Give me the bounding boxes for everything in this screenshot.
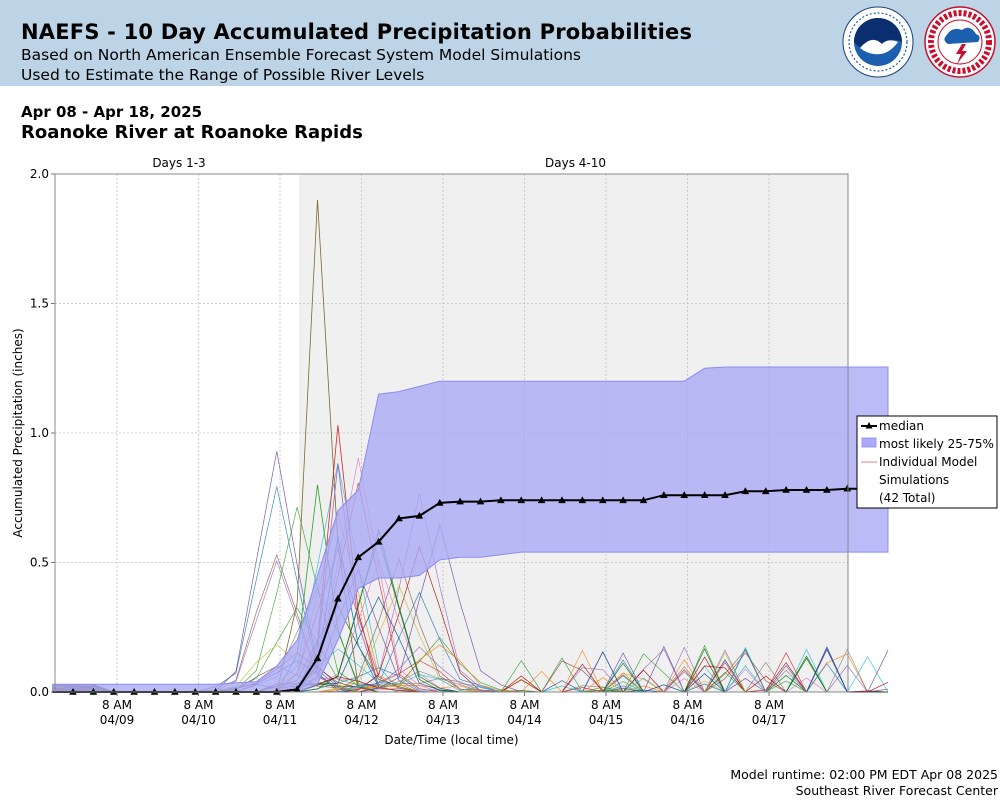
median-point bbox=[639, 496, 648, 504]
page-subtitle: Based on North American Ensemble Forecas… bbox=[21, 46, 581, 64]
median-point bbox=[537, 496, 546, 504]
median-point bbox=[476, 497, 485, 505]
x-tick-label-date: 04/15 bbox=[589, 713, 624, 727]
x-tick-label-time: 8 AM bbox=[183, 698, 213, 712]
legend-band-swatch bbox=[861, 437, 877, 448]
plot-frame bbox=[54, 173, 849, 693]
median-point bbox=[435, 498, 444, 506]
median-point bbox=[354, 553, 363, 561]
y-tick-label: 0.0 bbox=[30, 685, 49, 699]
region-label-days-4-10: Days 4-10 bbox=[545, 156, 606, 170]
page-title: NAEFS - 10 Day Accumulated Precipitation… bbox=[21, 20, 693, 44]
y-tick-label: 0.5 bbox=[30, 556, 49, 570]
median-point bbox=[272, 688, 281, 695]
median-point bbox=[395, 514, 403, 522]
forecast-period: Apr 08 - Apr 18, 2025 bbox=[21, 103, 203, 121]
x-tick-label-date: 04/16 bbox=[670, 713, 705, 727]
x-tick-label-date: 04/12 bbox=[344, 713, 379, 727]
median-point bbox=[456, 497, 464, 505]
x-tick-label-date: 04/11 bbox=[263, 713, 298, 727]
median-point bbox=[578, 496, 587, 504]
x-tick-label-date: 04/10 bbox=[181, 713, 216, 727]
x-tick-label-date: 04/14 bbox=[507, 713, 542, 727]
median-point bbox=[741, 487, 750, 495]
median-point bbox=[823, 485, 831, 493]
x-tick-label-date: 04/17 bbox=[752, 713, 787, 727]
x-tick-label-time: 8 AM bbox=[754, 698, 784, 712]
median-point bbox=[191, 688, 200, 695]
median-point bbox=[313, 654, 322, 662]
median-point bbox=[293, 685, 301, 693]
legend-members-label: Individual Model bbox=[879, 455, 977, 469]
x-tick-label-time: 8 AM bbox=[672, 698, 702, 712]
header-banner: NAEFS - 10 Day Accumulated Precipitation… bbox=[0, 0, 1000, 86]
median-point bbox=[109, 688, 118, 695]
median-point bbox=[700, 491, 709, 498]
median-point bbox=[680, 491, 689, 498]
median-point bbox=[171, 688, 179, 695]
y-tick-label: 1.0 bbox=[30, 426, 49, 440]
legend-median-marker bbox=[865, 422, 873, 429]
median-point bbox=[334, 594, 342, 602]
median-point bbox=[721, 491, 729, 498]
median-point bbox=[843, 484, 852, 492]
median-point bbox=[782, 485, 790, 493]
model-runtime: Model runtime: 02:00 PM EDT Apr 08 2025 bbox=[730, 767, 998, 782]
median-point bbox=[558, 496, 566, 504]
page-subtitle-2: Used to Estimate the Range of Possible R… bbox=[21, 66, 425, 84]
median-point bbox=[211, 688, 220, 695]
region-label-days-1-3: Days 1-3 bbox=[152, 156, 205, 170]
legend-band-label: most likely 25-75% bbox=[879, 437, 994, 451]
median-point bbox=[252, 688, 261, 695]
x-tick-label-time: 8 AM bbox=[591, 698, 621, 712]
median-point bbox=[761, 487, 770, 495]
y-tick-label: 2.0 bbox=[30, 167, 49, 181]
x-tick-label-time: 8 AM bbox=[102, 698, 132, 712]
median-point bbox=[497, 496, 505, 504]
median-point bbox=[150, 688, 159, 695]
median-point bbox=[415, 511, 424, 519]
x-tick-label-time: 8 AM bbox=[428, 698, 458, 712]
x-tick-label-time: 8 AM bbox=[265, 698, 295, 712]
location-title: Roanoke River at Roanoke Rapids bbox=[21, 122, 363, 143]
x-tick-label-time: 8 AM bbox=[509, 698, 539, 712]
median-point bbox=[517, 496, 526, 504]
median-point bbox=[69, 688, 77, 695]
x-tick-label-time: 8 AM bbox=[346, 698, 376, 712]
y-axis-label: Accumulated Precipitation (inches) bbox=[11, 328, 25, 537]
median-point bbox=[130, 688, 138, 695]
x-tick-label-date: 04/13 bbox=[426, 713, 461, 727]
legend-box bbox=[856, 415, 998, 509]
y-tick-label: 1.5 bbox=[30, 297, 49, 311]
median-point bbox=[598, 496, 607, 504]
legend-members-label-3: (42 Total) bbox=[879, 491, 935, 505]
x-axis-label: Date/Time (local time) bbox=[384, 733, 518, 747]
median-point bbox=[232, 688, 240, 695]
noaa-logo-icon bbox=[842, 6, 914, 78]
forecast-center: Southeast River Forecast Center bbox=[795, 783, 998, 798]
legend-median-label: median bbox=[879, 419, 924, 433]
median-point bbox=[660, 491, 668, 498]
median-point bbox=[802, 485, 811, 493]
likely-range-band bbox=[52, 366, 889, 693]
median-point bbox=[619, 496, 627, 504]
x-tick-label-date: 04/09 bbox=[100, 713, 135, 727]
legend-members-label-2: Simulations bbox=[879, 473, 949, 487]
national-weather-service-logo-icon bbox=[924, 6, 996, 78]
median-point bbox=[374, 537, 383, 545]
median-point bbox=[89, 688, 98, 695]
